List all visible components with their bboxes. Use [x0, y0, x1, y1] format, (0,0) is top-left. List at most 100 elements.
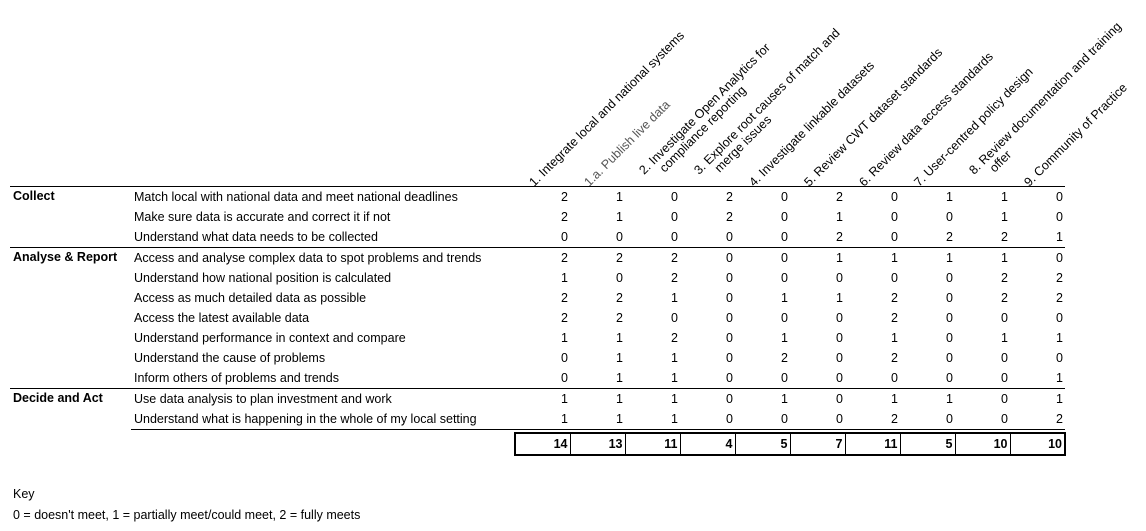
- score-cell: 1: [955, 186, 1010, 207]
- user-need-cell: Access the latest available data: [134, 311, 310, 325]
- score-cell: 1: [781, 291, 788, 305]
- score-cell: 0: [836, 311, 843, 325]
- total-cell: 10: [1009, 432, 1066, 456]
- score-cell: 0: [946, 351, 953, 365]
- score-cell: 0: [726, 311, 733, 325]
- score-cell: 0: [616, 271, 623, 285]
- score-cell: 2: [625, 247, 680, 268]
- total-cell: 5: [734, 432, 790, 456]
- score-cell: 2: [1056, 271, 1063, 285]
- score-cell: 2: [1056, 291, 1063, 305]
- key-text: 0 = doesn't meet, 1 = partially meet/cou…: [13, 508, 361, 522]
- score-cell: 0: [946, 311, 953, 325]
- score-cell: 0: [625, 227, 680, 248]
- score-cell: 0: [625, 186, 680, 207]
- score-cell: 0: [726, 331, 733, 345]
- score-cell: 2: [790, 227, 845, 248]
- score-cell: 1: [790, 247, 845, 268]
- score-cell: 1: [616, 331, 623, 345]
- user-need-cell: Understand performance in context and co…: [134, 331, 406, 345]
- score-cell: 0: [1056, 351, 1063, 365]
- score-cell: 0: [790, 368, 845, 389]
- user-need-cell: Understand what data needs to be collect…: [131, 227, 515, 248]
- user-need-cell: Understand how national position is calc…: [134, 271, 392, 285]
- score-cell: 0: [955, 388, 1010, 409]
- score-cell: 2: [891, 351, 898, 365]
- score-cell: 2: [900, 227, 955, 248]
- total-cell: 11: [844, 432, 900, 456]
- key-title: Key: [13, 487, 35, 501]
- score-cell: 0: [680, 409, 735, 430]
- score-cell: 1: [1010, 368, 1065, 389]
- score-cell: 1: [570, 186, 625, 207]
- score-cell: 0: [836, 351, 843, 365]
- score-cell: 0: [845, 368, 900, 389]
- score-cell: 2: [845, 409, 900, 430]
- score-cell: 2: [616, 311, 623, 325]
- score-cell: 0: [735, 368, 790, 389]
- score-cell: 1: [735, 388, 790, 409]
- table-row: Understand performance in context and co…: [10, 328, 1065, 348]
- score-cell: 0: [680, 247, 735, 268]
- score-cell: 0: [891, 210, 898, 224]
- table-row: Understand the cause of problems 0 1 1 0 2 0 2 0…: [10, 348, 1065, 368]
- user-need-cell: Match local with national data and meet …: [131, 186, 515, 207]
- score-cell: 2: [955, 227, 1010, 248]
- score-cell: 0: [726, 291, 733, 305]
- table-row: Understand how national position is calc…: [10, 268, 1065, 288]
- user-need-cell: Access and analyse complex data to spot …: [131, 247, 515, 268]
- score-cell: 0: [1010, 186, 1065, 207]
- total-cell: 14: [514, 432, 570, 456]
- score-cell: 2: [1001, 271, 1008, 285]
- table-row: Decide and Act Use data analysis to plan …: [10, 388, 1065, 430]
- score-cell: 0: [1056, 210, 1063, 224]
- score-cell: 0: [680, 227, 735, 248]
- user-need-cell: Make sure data is accurate and correct i…: [134, 210, 391, 224]
- score-cell: 2: [1010, 409, 1065, 430]
- group-label: Decide and Act: [10, 388, 131, 430]
- score-cell: 0: [1056, 311, 1063, 325]
- score-cell: 1: [836, 291, 843, 305]
- score-cell: 2: [726, 210, 733, 224]
- score-cell: 0: [735, 186, 790, 207]
- score-cell: 1: [671, 351, 678, 365]
- score-cell: 2: [561, 311, 568, 325]
- score-cell: 0: [955, 409, 1010, 430]
- score-cell: 0: [680, 388, 735, 409]
- table-row: Analyse & Report Access and analyse compl…: [10, 247, 1065, 389]
- score-cell: 2: [790, 186, 845, 207]
- score-cell: 1: [1010, 227, 1065, 248]
- score-cell: 0: [726, 351, 733, 365]
- score-cell: 2: [561, 210, 568, 224]
- score-cell: 2: [891, 311, 898, 325]
- score-cell: 1: [625, 368, 680, 389]
- user-need-cell: Access as much detailed data as possible: [134, 291, 367, 305]
- total-cell: 13: [569, 432, 625, 456]
- table-row: Make sure data is accurate and correct i…: [10, 207, 1065, 227]
- score-cell: 0: [561, 351, 568, 365]
- totals-row: 14 13 11 4 5 7 11 5 10 10: [10, 432, 1066, 456]
- score-cell: 0: [946, 271, 953, 285]
- score-cell: 2: [891, 291, 898, 305]
- total-cell: 11: [624, 432, 680, 456]
- score-cell: 0: [946, 331, 953, 345]
- score-cell: 0: [671, 210, 678, 224]
- score-cell: 0: [570, 227, 625, 248]
- score-cell: 0: [781, 311, 788, 325]
- score-cell: 0: [726, 271, 733, 285]
- score-cell: 1: [625, 388, 680, 409]
- total-cell: 4: [679, 432, 735, 456]
- score-cell: 1: [900, 388, 955, 409]
- score-cell: 1: [561, 271, 568, 285]
- table-row: Inform others of problems and trends 0 1 1 0…: [10, 368, 1065, 389]
- score-cell: 1: [900, 247, 955, 268]
- score-cell: 0: [836, 331, 843, 345]
- score-cell: 1: [1001, 210, 1008, 224]
- score-cell: 1: [625, 409, 680, 430]
- score-cell: 1: [1001, 331, 1008, 345]
- score-cell: 1: [671, 291, 678, 305]
- score-cell: 0: [735, 227, 790, 248]
- score-cell: 0: [790, 388, 845, 409]
- score-cell: 0: [955, 368, 1010, 389]
- score-cell: 0: [781, 210, 788, 224]
